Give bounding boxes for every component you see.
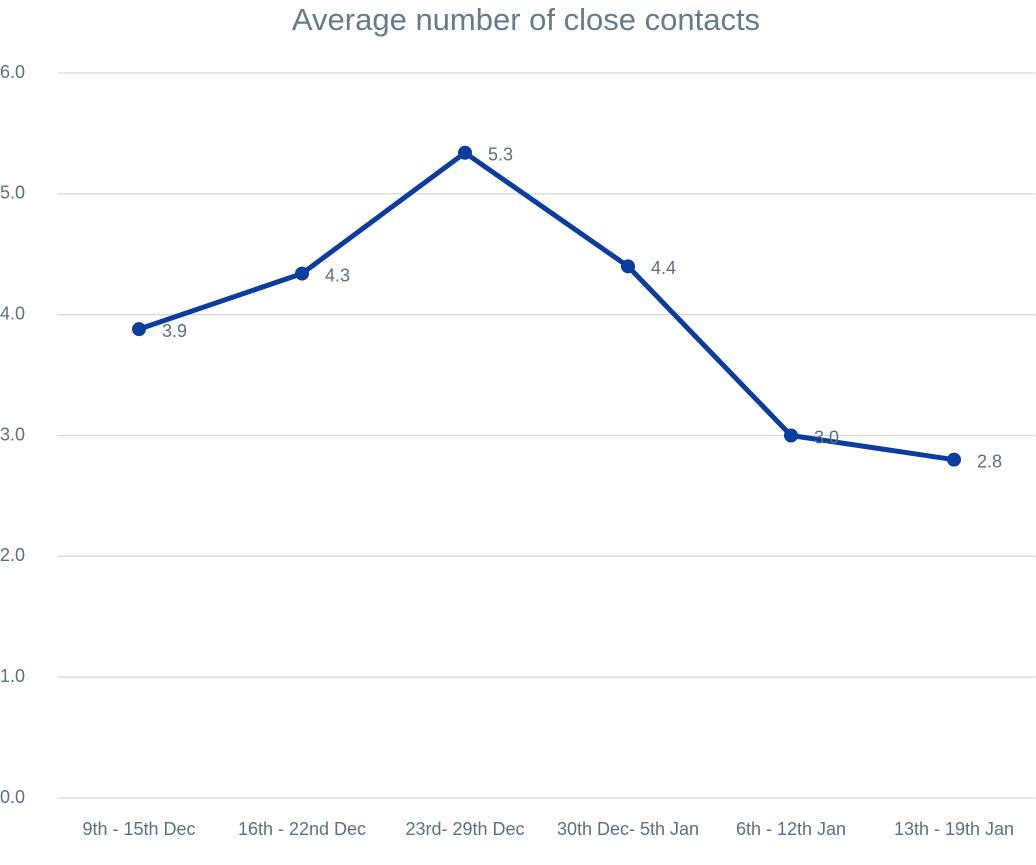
y-tick-label: 5.0 xyxy=(0,183,25,203)
data-label: 4.4 xyxy=(651,258,676,278)
data-label: 5.3 xyxy=(488,145,513,165)
x-tick-label: 13th - 19th Jan xyxy=(894,819,1014,839)
data-label: 3.9 xyxy=(162,321,187,341)
marker xyxy=(132,322,146,337)
data-label: 2.8 xyxy=(977,451,1002,471)
y-tick-label: 0.0 xyxy=(0,787,25,807)
y-tick-label: 6.0 xyxy=(0,62,25,82)
x-tick-label: 9th - 15th Dec xyxy=(82,819,195,839)
marker xyxy=(947,452,961,467)
x-tick-label: 30th Dec- 5th Jan xyxy=(557,819,699,839)
y-tick-label: 4.0 xyxy=(0,303,25,323)
x-tick-label: 16th - 22nd Dec xyxy=(238,819,366,839)
marker xyxy=(458,145,472,160)
y-tick-label: 2.0 xyxy=(0,545,25,565)
y-tick-label: 1.0 xyxy=(0,666,25,686)
data-label: 3.0 xyxy=(814,427,839,447)
x-tick-label: 6th - 12th Jan xyxy=(736,819,846,839)
y-tick-label: 3.0 xyxy=(0,424,25,444)
marker xyxy=(621,259,635,274)
x-tick-label: 23rd- 29th Dec xyxy=(405,819,524,839)
chart-title: Average number of close contacts xyxy=(292,2,760,37)
marker xyxy=(295,266,309,281)
data-label: 4.3 xyxy=(325,265,350,285)
marker xyxy=(784,428,798,443)
line xyxy=(138,150,955,463)
